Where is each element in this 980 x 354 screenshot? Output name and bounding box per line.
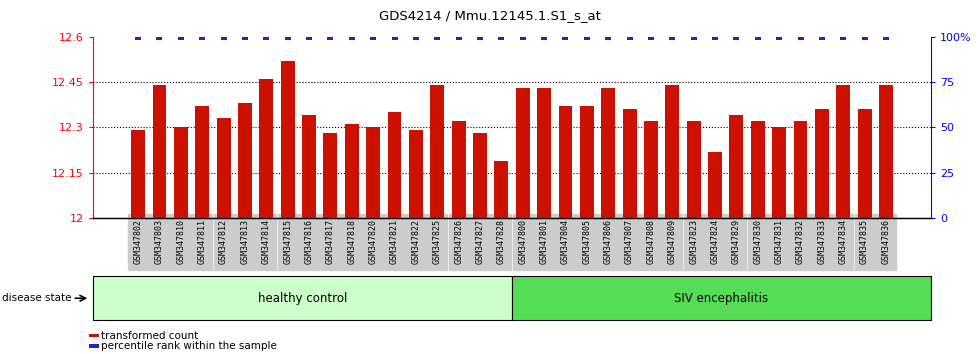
- Bar: [430, 85, 444, 218]
- Bar: [367, 127, 380, 218]
- Bar: [772, 127, 786, 218]
- Bar: [173, 127, 188, 218]
- Bar: [452, 121, 466, 218]
- Bar: [131, 130, 145, 218]
- Bar: [836, 85, 851, 218]
- Bar: [879, 85, 893, 218]
- Bar: [580, 106, 594, 218]
- Bar: [323, 133, 337, 218]
- Bar: [515, 88, 529, 218]
- Text: SIV encephalitis: SIV encephalitis: [674, 292, 768, 305]
- Bar: [495, 160, 509, 218]
- Bar: [280, 61, 295, 218]
- Bar: [153, 85, 167, 218]
- Bar: [217, 118, 230, 218]
- Bar: [409, 130, 422, 218]
- Bar: [729, 115, 744, 218]
- Bar: [89, 334, 99, 337]
- Bar: [751, 121, 764, 218]
- Bar: [559, 106, 572, 218]
- Bar: [794, 121, 808, 218]
- Text: percentile rank within the sample: percentile rank within the sample: [101, 341, 276, 351]
- Bar: [644, 121, 658, 218]
- Bar: [512, 276, 931, 320]
- Text: healthy control: healthy control: [258, 292, 347, 305]
- Bar: [195, 106, 209, 218]
- Bar: [537, 88, 551, 218]
- Text: transformed count: transformed count: [101, 331, 198, 341]
- Bar: [260, 79, 273, 218]
- Text: GDS4214 / Mmu.12145.1.S1_s_at: GDS4214 / Mmu.12145.1.S1_s_at: [379, 9, 601, 22]
- Bar: [602, 88, 615, 218]
- Bar: [473, 133, 487, 218]
- Bar: [93, 276, 512, 320]
- Bar: [815, 109, 829, 218]
- Bar: [89, 344, 99, 348]
- Bar: [345, 124, 359, 218]
- Bar: [238, 103, 252, 218]
- Bar: [302, 115, 316, 218]
- Bar: [687, 121, 701, 218]
- Bar: [709, 152, 722, 218]
- Bar: [858, 109, 871, 218]
- Bar: [665, 85, 679, 218]
- Bar: [622, 109, 637, 218]
- Text: disease state: disease state: [2, 293, 72, 303]
- Bar: [387, 112, 402, 218]
